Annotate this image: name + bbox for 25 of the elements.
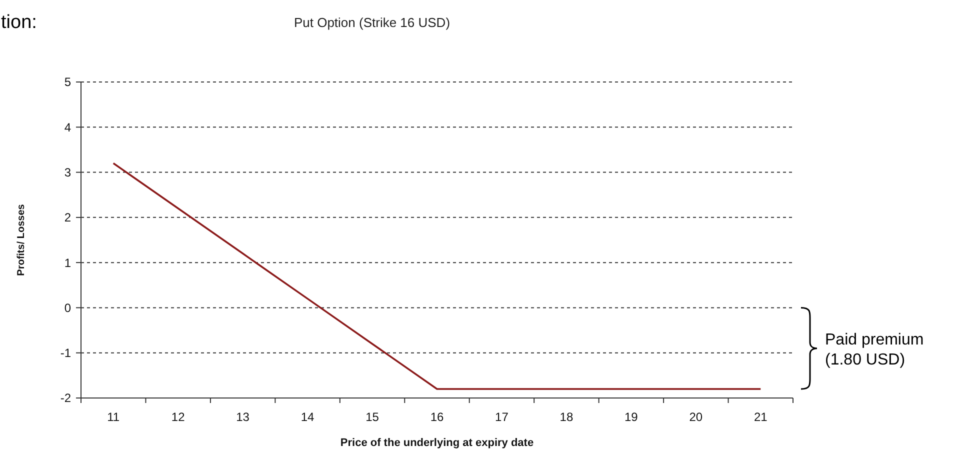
y-axis-title: Profits/ Losses <box>16 204 27 276</box>
x-axis-title: Price of the underlying at expiry date <box>340 437 534 449</box>
x-tick-label: 17 <box>495 410 509 424</box>
text: tion: <box>1 12 37 33</box>
x-tick-label: 21 <box>754 410 768 424</box>
line-series <box>112 162 762 390</box>
x-tick-label: 20 <box>689 410 703 424</box>
y-tick-label: 3 <box>64 165 72 180</box>
y-tick-label: -2 <box>60 391 72 406</box>
x-tick-label: 15 <box>366 410 380 424</box>
x-tick-label: 12 <box>171 410 186 424</box>
y-tick-label: -1 <box>60 346 72 360</box>
x-tick-label: 18 <box>560 410 574 424</box>
x-tick-label: 13 <box>236 410 250 424</box>
y-tick-label: 5 <box>64 75 72 90</box>
x-tick-label: 19 <box>624 410 638 424</box>
y-tick-label: 4 <box>64 120 72 134</box>
y-tick-label: 1 <box>64 256 72 270</box>
y-tick-label: 2 <box>64 210 72 225</box>
y-tick-label: 0 <box>64 300 72 315</box>
text: Paid premium (1.80 USD) <box>825 331 924 368</box>
x-tick-label: 11 <box>107 410 120 424</box>
chart-title: Put Option (Strike 16 USD) <box>294 15 450 30</box>
x-tick-label: 14 <box>300 410 315 424</box>
x-tick-label: 16 <box>430 410 444 424</box>
